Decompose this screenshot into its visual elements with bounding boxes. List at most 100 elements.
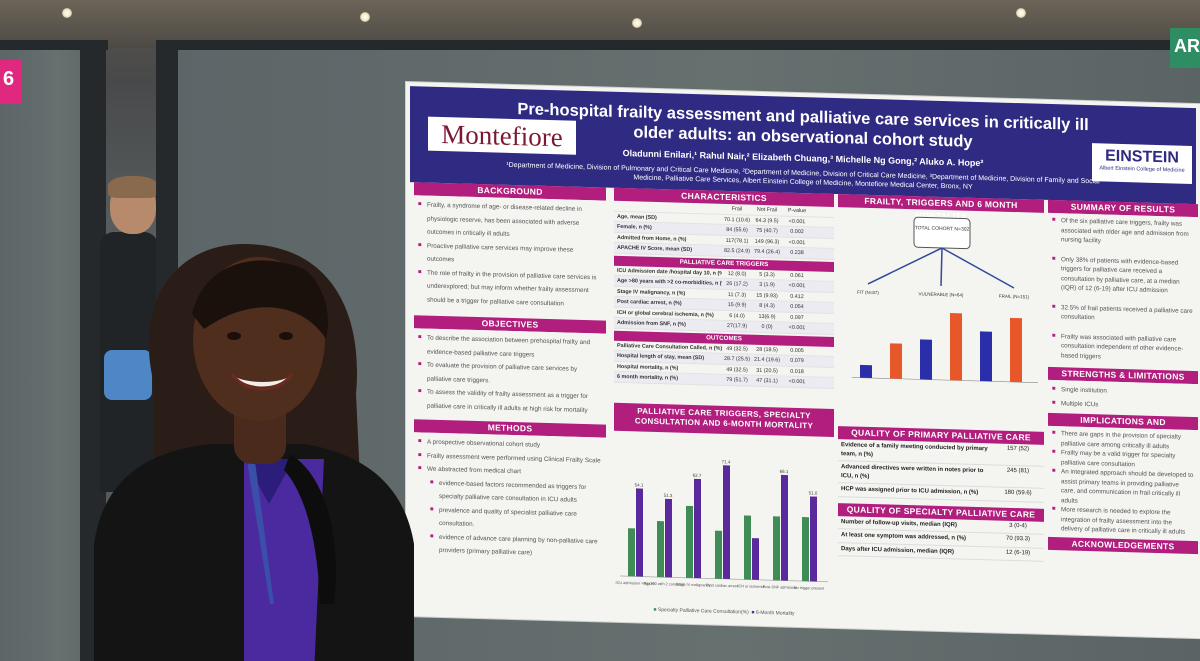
bar-consultation: [628, 527, 635, 576]
chart-baseline: [852, 377, 1038, 383]
table-cell: 21.4 (19.6): [753, 356, 781, 364]
outcome-rows: Palliative Care Consultation Called, n (…: [614, 340, 834, 389]
table-cell: 47 (31.1): [756, 377, 778, 385]
specialty-pc-rows: Number of follow-up visits, median (IQR)…: [838, 515, 1044, 562]
table-cell: 0.061: [790, 272, 804, 279]
ceiling-light: [632, 18, 642, 28]
category-label: Post cardiac arrest: [706, 583, 739, 588]
table-cell: Admission from SNF, n (%): [617, 319, 686, 328]
research-poster: Montefiore Pre-hospital frailty assessme…: [406, 82, 1200, 639]
table-cell: 5 (3.3): [759, 271, 775, 278]
column-characteristics: CHARACTERISTICS Frail Not Frail P-value …: [614, 187, 834, 618]
characteristics-rows: Age, mean (SD) 70.1 (10.6) 64.3 (9.5) <0.00…: [614, 211, 834, 260]
summary-bullet: Of the six palliative care triggers, fra…: [1052, 216, 1194, 248]
table-header: Frail: [731, 206, 743, 213]
table-cell: 27(17.9): [726, 322, 748, 330]
table-cell: 149 (96.3): [754, 238, 780, 245]
bar-consultation: [802, 516, 809, 581]
table-cell: 12 (6-19): [1005, 549, 1031, 556]
background-section: Frailty, a syndrome of age- or disease-r…: [414, 195, 606, 315]
table-cell: <0.001: [788, 239, 806, 246]
table-cell: 0.097: [790, 314, 804, 321]
frailty-tree-chart: TOTAL COHORT N=302 FIT (N=87) VULNERABLE (…: [852, 216, 1038, 383]
table-cell: 15 (9.9): [727, 301, 747, 309]
table-cell: 0 (0): [761, 323, 773, 331]
column-frailty: FRAILTY, TRIGGERS AND 6 MONTH MORTALITY …: [838, 194, 1044, 562]
table-cell: APACHE IV Score, mean (SD): [617, 244, 693, 253]
legend-item: 6-Month Mortality: [755, 609, 795, 617]
table-cell: 70.1 (10.6): [723, 216, 751, 224]
background-bullet: The role of frailty in the provision of …: [418, 266, 602, 312]
table-cell: 12 (8.0): [727, 270, 747, 278]
bar-consultation: [657, 520, 664, 577]
acknowledgements-heading: ACKNOWLEDGEMENTS: [1048, 536, 1198, 554]
table-cell: 75 (40.7): [756, 227, 778, 235]
table-cell: 31 (20.5): [756, 367, 778, 374]
implications-bullet: An integrated approach should be develop…: [1052, 467, 1194, 509]
frailty-bar: [980, 331, 992, 382]
bar-value-label: 51.0: [809, 490, 818, 495]
table-cell: <0.001: [788, 282, 806, 290]
table-cell: <0.001: [788, 218, 806, 225]
implications-section: There are gaps in the provision of speci…: [1048, 425, 1198, 541]
frailty-bar: [950, 312, 962, 381]
bar-consultation: [744, 514, 751, 580]
category-label: Stage IV malignancy: [676, 582, 711, 587]
table-cell: 26 (17.2): [726, 280, 748, 288]
implications-bullet: More research is needed to explore the i…: [1052, 505, 1194, 537]
ceiling-light: [1016, 8, 1026, 18]
table-cell: 0.005: [790, 347, 804, 354]
table-cell: 79 (51.7): [726, 376, 748, 384]
bar-value-label: 71.4: [722, 459, 731, 464]
category-label: No trigger present: [794, 585, 825, 590]
bar-mortality: [723, 464, 730, 579]
category-label: Age>80 with 2 comorbid: [644, 581, 685, 586]
background-bullet: Frailty, a syndrome of age- or disease-r…: [418, 198, 602, 244]
summary-section: Of the six palliative care triggers, fra…: [1048, 212, 1198, 368]
table-cell: 28.7 (25.5): [723, 355, 751, 363]
pc-chart-legend: ■ Specialty Palliative Care Consultation…: [653, 606, 795, 617]
exit-sign: AR: [1170, 28, 1200, 68]
board-number-sign: 6: [0, 60, 22, 104]
table-cell: 0.054: [790, 303, 804, 311]
table-cell: 0.079: [790, 357, 804, 365]
table-cell: 6 (4.0): [729, 312, 745, 319]
category-label: ICH or ischemia: [737, 584, 765, 589]
frailty-bar: [890, 343, 902, 379]
bar-mortality: [694, 478, 701, 578]
table-cell: 11 (7.3): [727, 291, 747, 298]
table-cell: 82.5 (24.9): [723, 247, 751, 255]
table-header: P-value: [787, 207, 807, 215]
bar-value-label: 54.1: [635, 482, 644, 487]
main-board-frame: [156, 40, 1200, 50]
table-cell: 28 (18.5): [756, 346, 778, 353]
strengths-section: Single institution Multiple ICUs: [1048, 379, 1198, 418]
column-summary: SUMMARY OF RESULTS Of the six palliative…: [1048, 199, 1198, 554]
primary-pc-rows: Evidence of a family meeting conducted b…: [838, 439, 1044, 503]
presenter-person: [94, 244, 414, 661]
category-label: ICU admission >Day10: [616, 580, 655, 585]
summary-bullet: Only 38% of patients with evidence-based…: [1052, 255, 1194, 297]
tree-root-label: TOTAL COHORT N=302: [915, 225, 970, 233]
table-cell: 8 (4.3): [759, 302, 775, 310]
table-cell: <0.001: [788, 324, 806, 332]
tree-arrow: [940, 247, 943, 286]
summary-bullet: 32.5% of frail patients received a palli…: [1052, 303, 1194, 326]
chart-baseline: [620, 575, 828, 582]
frailty-bar: [920, 339, 932, 380]
bar-consultation: [773, 515, 780, 580]
table-cell: 157 (52): [1006, 445, 1030, 453]
einstein-logo: EINSTEIN Albert Einstein College of Medi…: [1092, 143, 1192, 184]
table-cell: 49 (32.5): [726, 366, 748, 374]
methods-sub-bullet: evidence of advance care planning by non…: [430, 530, 602, 562]
table-cell: 70 (93.3): [1005, 535, 1030, 543]
summary-bullet: Frailty was associated with palliative c…: [1052, 332, 1194, 364]
bar-mortality: [665, 498, 672, 577]
table-cell: 3 (0-4): [1009, 522, 1027, 529]
table-cell: 84 (55.6): [726, 226, 748, 234]
table-cell: 245 (81): [1006, 467, 1030, 475]
tree-branch-label: FIT (N=87): [857, 290, 879, 296]
bar-value-label: 66.1: [780, 468, 789, 473]
methods-section: A prospective observational cohort study…: [414, 432, 606, 566]
